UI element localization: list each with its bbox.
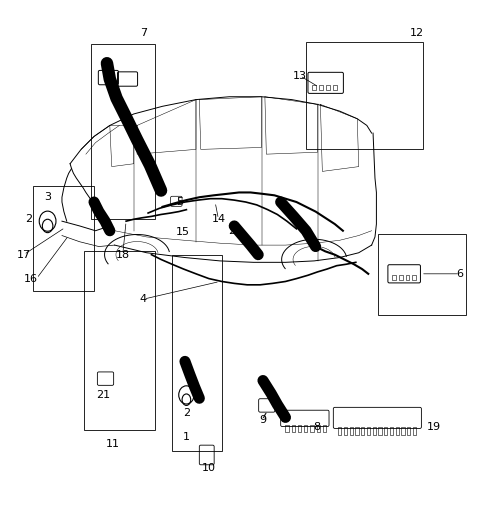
Bar [392,275,396,280]
Text: 18: 18 [116,250,130,260]
Text: 15: 15 [176,226,190,237]
Text: 8: 8 [313,422,320,432]
Bar [306,42,423,149]
Text: 2: 2 [25,214,32,224]
Bar [172,255,222,451]
Text: 11: 11 [106,439,120,449]
Bar [399,275,403,280]
Text: 9: 9 [259,415,266,425]
Text: 19: 19 [427,422,441,432]
Bar [338,427,341,435]
Text: 21: 21 [96,390,111,400]
Bar [384,427,387,435]
Bar [311,425,314,432]
Text: 4: 4 [140,294,147,304]
Bar [84,251,155,430]
Text: 10: 10 [202,463,216,473]
Text: 6: 6 [456,269,464,279]
Bar [412,275,416,280]
Text: 17: 17 [17,250,31,260]
Bar [401,427,405,435]
Text: 2: 2 [183,407,190,418]
Text: 13: 13 [293,71,307,81]
Bar [378,427,382,435]
Bar [304,425,308,432]
Bar [372,427,376,435]
Bar [292,425,295,432]
Text: 14: 14 [211,214,226,224]
Bar [286,425,289,432]
Text: 16: 16 [24,273,37,284]
Bar [317,425,320,432]
Bar [407,427,410,435]
Text: 7: 7 [140,27,147,38]
Text: 1: 1 [183,432,190,442]
Text: 5: 5 [177,197,184,207]
Text: 20: 20 [228,226,242,236]
Bar [349,427,353,435]
Bar [378,234,466,315]
Bar [326,85,330,90]
Text: 3: 3 [44,192,51,202]
Bar [319,85,323,90]
Text: 12: 12 [410,27,424,38]
Bar [390,427,393,435]
Bar [33,186,94,291]
Bar [413,427,416,435]
Bar [333,85,337,90]
Bar [361,427,364,435]
Bar [91,44,155,219]
Bar [323,425,326,432]
Bar [367,427,370,435]
Bar [396,427,399,435]
Bar [298,425,301,432]
Bar [355,427,359,435]
Bar [344,427,347,435]
Bar [312,85,316,90]
Bar [406,275,409,280]
